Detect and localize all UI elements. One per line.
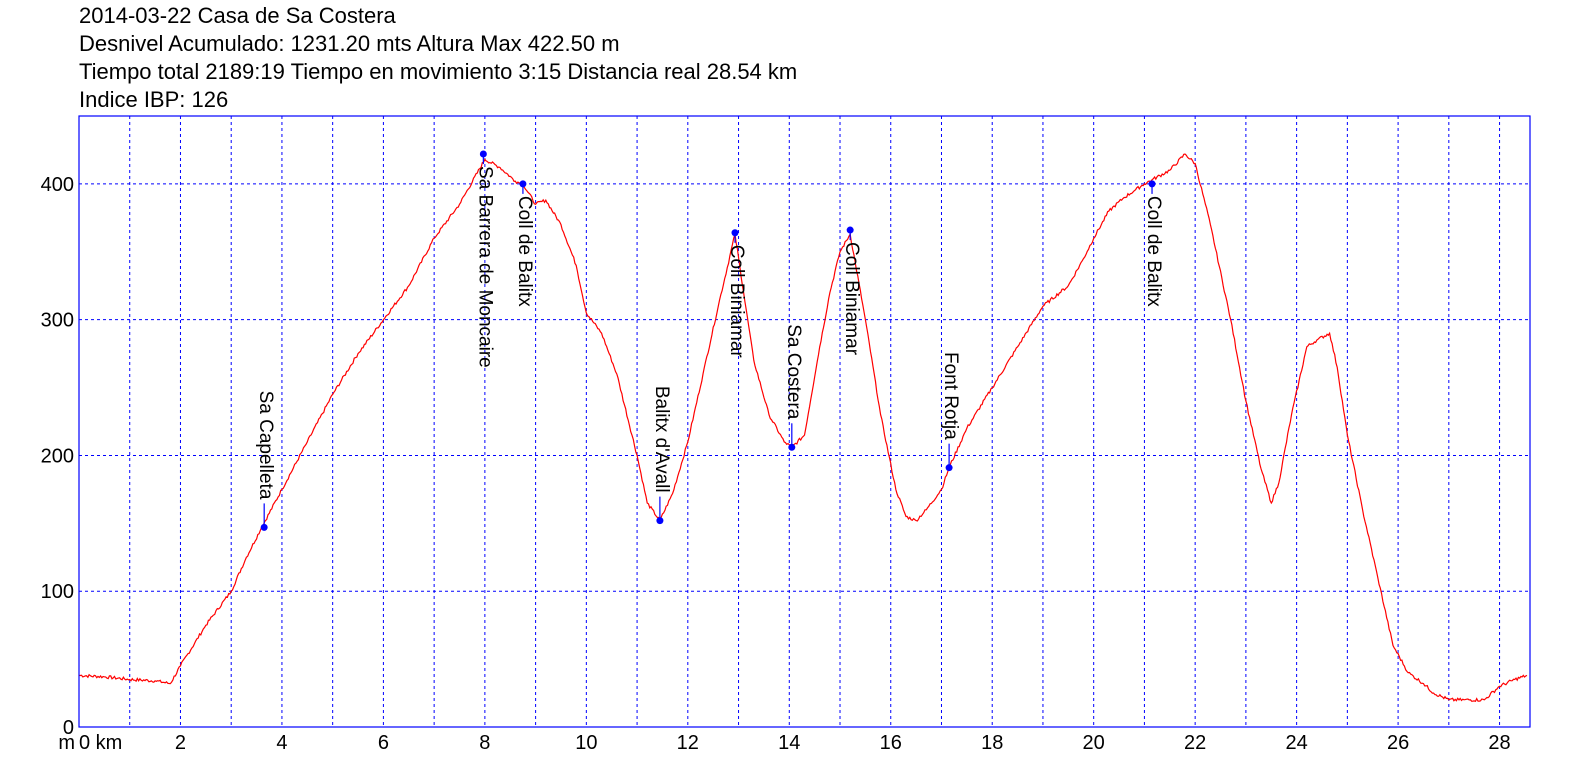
waypoint-marker: Sa Costera	[783, 324, 804, 451]
y-tick-label: 400	[41, 174, 74, 196]
waypoint-marker: Coll Biniamar	[841, 226, 862, 356]
waypoint-label: Coll Biniamar	[841, 242, 862, 356]
waypoint-marker: Font Rotja	[940, 352, 961, 472]
waypoint-dot	[260, 523, 268, 531]
waypoint-marker: Coll de Balitx	[514, 180, 535, 307]
plot-frame	[78, 115, 1531, 728]
x-tick-label: 22	[1184, 732, 1206, 754]
y-tick-label: 200	[41, 445, 74, 467]
waypoint-label: Coll Biniamar	[726, 245, 747, 359]
axis-unit-label: m	[58, 732, 75, 754]
elevation-profile-line	[78, 153, 1528, 703]
waypoint-marker: Balitx d'Avall	[651, 386, 672, 525]
waypoint-label: Balitx d'Avall	[651, 386, 672, 493]
waypoint-label: Sa Costera	[783, 324, 804, 419]
waypoint-dot	[731, 229, 739, 237]
waypoint-marker: Sa Barrera de Moncaire	[474, 150, 495, 368]
x-tick-label: 14	[778, 732, 800, 754]
x-tick-label: 4	[276, 732, 287, 754]
x-tick-label: 16	[880, 732, 902, 754]
waypoint-marker: Sa Capelleta	[255, 391, 276, 531]
x-tick-label: 24	[1285, 732, 1307, 754]
x-tick-label: 2	[175, 732, 186, 754]
waypoint-dot	[945, 464, 953, 472]
waypoint-dot	[519, 180, 527, 188]
waypoint-dot	[656, 517, 664, 525]
elevation-summary: Desnivel Acumulado: 1231.20 mts Altura M…	[79, 31, 620, 56]
axis-layer	[78, 115, 1531, 728]
waypoint-label: Coll de Balitx	[1143, 196, 1164, 307]
x-tick-label: 20	[1083, 732, 1105, 754]
x-tick-label: 12	[677, 732, 699, 754]
chart-title: 2014-03-22 Casa de Sa Costera	[79, 3, 396, 28]
grid-lines	[79, 116, 1530, 727]
waypoint-label: Sa Barrera de Moncaire	[474, 166, 495, 368]
waypoint-dot	[479, 150, 487, 158]
waypoint-marker: Coll de Balitx	[1143, 180, 1164, 307]
x-tick-label: 10	[575, 732, 597, 754]
waypoint-label: Sa Capelleta	[255, 391, 276, 500]
time-distance-summary: Tiempo total 2189:19 Tiempo en movimient…	[79, 59, 798, 84]
x-tick-label: 6	[378, 732, 389, 754]
waypoint-dot	[846, 226, 854, 234]
waypoint-dot	[788, 443, 796, 451]
waypoint-marker: Coll Biniamar	[726, 229, 747, 358]
waypoint-label: Font Rotja	[940, 352, 961, 440]
waypoint-layer: Sa Capelleta Sa Barrera de Moncaire Coll d…	[255, 150, 1164, 531]
y-tick-label: 0	[63, 717, 74, 739]
ibp-index: Indice IBP: 126	[79, 87, 229, 112]
y-tick-label: 100	[41, 581, 74, 603]
chart-header: 2014-03-22 Casa de Sa Costera Desnivel A…	[79, 2, 797, 114]
y-tick-label: 300	[41, 310, 74, 332]
waypoint-dot	[1148, 180, 1156, 188]
profile-layer	[78, 153, 1528, 703]
x-tick-label: 8	[479, 732, 490, 754]
x-tick-label: 28	[1488, 732, 1510, 754]
x-tick-label: 0 km	[79, 732, 122, 754]
x-tick-label: 18	[981, 732, 1003, 754]
waypoint-label: Coll de Balitx	[514, 196, 535, 307]
x-tick-label: 26	[1387, 732, 1409, 754]
